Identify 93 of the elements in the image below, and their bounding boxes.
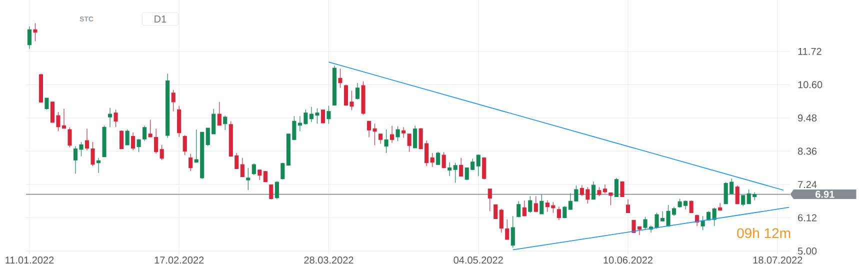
candlestick [741, 195, 746, 206]
candlestick [240, 157, 244, 178]
candlestick [217, 102, 222, 126]
candlestick [591, 181, 596, 200]
candlestick [735, 185, 740, 204]
candlestick [390, 125, 394, 144]
candlestick [516, 200, 521, 218]
candlestick [177, 105, 182, 138]
candlestick [453, 162, 458, 184]
candlestick [280, 162, 285, 180]
candlestick [269, 184, 274, 200]
annotation: D1 [154, 16, 166, 22]
candlestick [384, 129, 388, 154]
candlestick [556, 206, 561, 220]
candlestick [160, 144, 164, 160]
candlestick [706, 210, 711, 220]
candlestick [355, 82, 360, 100]
candlestick [407, 134, 412, 152]
candlestick [274, 180, 279, 200]
candlestick [614, 178, 619, 197]
candlestick [626, 199, 630, 214]
candlestick [326, 105, 331, 124]
candlestick [505, 219, 510, 240]
candlestick [142, 125, 147, 142]
candlestick [96, 157, 101, 174]
y-tick-label: 7.24 [798, 180, 817, 188]
candlestick [700, 216, 705, 231]
y-tick-label: 11.72 [798, 48, 822, 55]
candlestick [84, 128, 90, 151]
candlestick [528, 196, 532, 214]
candlestick [402, 126, 406, 138]
candlestick [68, 127, 72, 148]
y-tick-label: 10.60 [798, 81, 822, 88]
candlestick [540, 194, 544, 214]
candlestick [448, 162, 452, 176]
candlestick [171, 89, 176, 112]
y-tick-label: 5.00 [798, 247, 817, 255]
x-tick-label: 10.06.2022 [604, 256, 653, 264]
candlestick [510, 216, 515, 248]
candlestick [320, 110, 325, 124]
candlestick [608, 192, 613, 206]
candlestick [459, 157, 464, 176]
candlestick [396, 126, 400, 142]
candlestick [120, 130, 124, 150]
candlestick [712, 207, 716, 226]
candlestick [378, 134, 383, 144]
candlestick [718, 202, 722, 211]
candlestick [263, 170, 268, 182]
candlestick [125, 129, 130, 146]
candlestick [430, 152, 434, 168]
candlestick [534, 196, 538, 212]
x-tick-label: 04.05.2022 [454, 256, 503, 264]
candlestick [499, 208, 504, 233]
candlestick [476, 154, 480, 176]
candlestick [488, 188, 492, 212]
candlestick [108, 108, 112, 128]
candlestick [33, 22, 38, 42]
y-tick-label: 8.36 [798, 148, 817, 155]
candlestick [562, 206, 567, 219]
candlestick [188, 153, 193, 172]
candlestick [258, 170, 262, 180]
x-tick-label: 28.03.2022 [304, 256, 354, 264]
candlestick [413, 125, 418, 148]
candlestick [44, 98, 49, 110]
candlestick [361, 81, 366, 115]
candlestick [442, 152, 446, 168]
x-tick-label: 18.07.2022 [753, 256, 802, 264]
candlestick [482, 157, 486, 180]
ref-line-label: 6.91 [816, 190, 834, 198]
candlestick [494, 204, 498, 219]
y-tick-label: 9.48 [798, 114, 817, 122]
y-tick-label: 6.12 [798, 214, 816, 222]
candlestick [246, 168, 250, 190]
candlestick [114, 109, 118, 128]
candlestick [102, 125, 106, 158]
x-tick-label: 17.02.2022 [154, 256, 204, 264]
candlestick [620, 180, 624, 197]
candlestick [338, 68, 342, 88]
candlestick [27, 26, 32, 50]
annotation: 09h 12m [737, 228, 790, 238]
candlestick [38, 73, 43, 102]
candlestick [332, 65, 337, 106]
candlestick [252, 163, 256, 176]
candlestick [136, 138, 141, 152]
candlestick [182, 134, 187, 156]
candlestick [131, 132, 136, 151]
candlestick [689, 200, 694, 214]
candlestick [223, 115, 228, 130]
candlestick [90, 142, 95, 166]
candlestick [166, 73, 170, 138]
x-tick-label: 11.01.2022 [6, 256, 54, 264]
candlestick [436, 152, 440, 166]
candlestick [522, 200, 526, 216]
